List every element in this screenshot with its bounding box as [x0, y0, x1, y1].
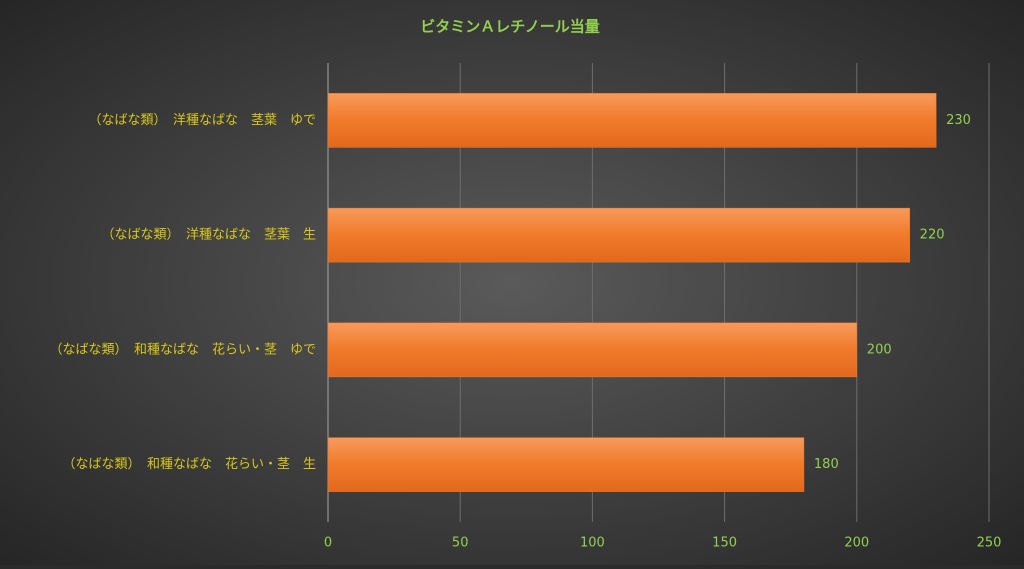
bar: [327, 322, 858, 378]
value-label: 230: [946, 113, 971, 128]
bar: [327, 437, 805, 492]
x-tick-label: 150: [712, 536, 737, 551]
y-tick-label: （なばな類） 洋種なばな 茎葉 ゆで: [88, 112, 316, 128]
x-tick-label: 200: [844, 536, 869, 551]
chart-title: ビタミンＡレチノール当量: [420, 18, 600, 36]
value-label: 200: [867, 342, 892, 357]
y-tick-label: （なばな類） 和種なばな 花らい・茎 ゆで: [49, 341, 316, 357]
bar: [327, 93, 937, 148]
x-tick-label: 50: [452, 536, 469, 551]
y-tick-label: （なばな類） 洋種なばな 茎葉 生: [101, 227, 316, 243]
bar: [327, 207, 910, 263]
y-tick-label: （なばな類） 和種なばな 花らい・茎 生: [62, 456, 316, 472]
x-tick-label: 100: [580, 536, 605, 551]
value-label: 220: [920, 228, 945, 243]
x-tick-label: 0: [324, 536, 332, 551]
value-label: 180: [814, 457, 839, 472]
x-tick-label: 250: [977, 536, 1002, 551]
